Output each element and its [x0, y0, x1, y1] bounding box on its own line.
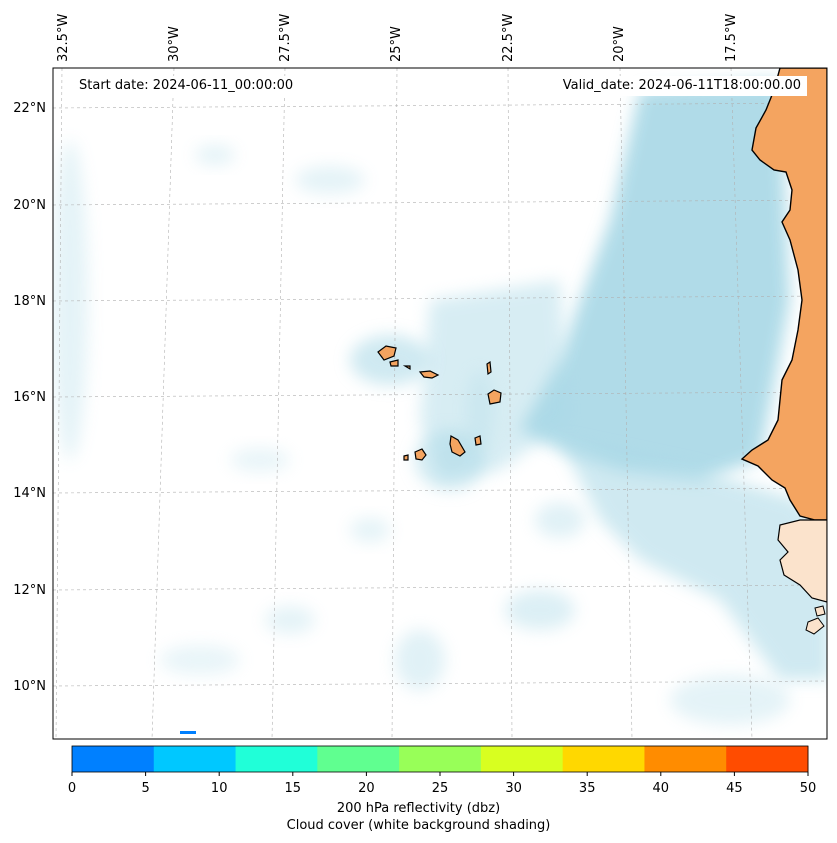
lat-label: 10°N	[13, 679, 46, 694]
longitude-labels: 32.5°W 30°W 27.5°W 25°W 22.5°W 20°W 17.5…	[56, 14, 739, 62]
lon-label: 27.5°W	[278, 14, 293, 62]
lat-label: 20°N	[13, 198, 46, 213]
island-sao-vicente	[389, 359, 399, 367]
lon-label: 32.5°W	[56, 14, 71, 62]
lat-label: 12°N	[13, 583, 46, 598]
colorbar-tick-label: 40	[653, 781, 670, 796]
island-sal	[486, 360, 492, 376]
island-boa-vista	[487, 389, 502, 405]
colorbar-tick-label: 25	[432, 781, 449, 796]
colorbar-tick-label: 30	[505, 781, 522, 796]
lon-label: 25°W	[389, 26, 404, 62]
colorbar-segment	[480, 746, 564, 772]
colorbar-segment	[235, 746, 318, 772]
colorbar-segment	[153, 746, 237, 772]
lon-label: 17.5°W	[724, 14, 739, 62]
colorbar-segment	[644, 746, 727, 772]
lon-label: 22.5°W	[501, 14, 516, 62]
colorbar-tick-label: 5	[141, 781, 149, 796]
island-santiago	[449, 435, 466, 457]
colorbar-segment	[562, 746, 645, 772]
colorbar-tick-label: 50	[800, 781, 817, 796]
island-maio	[474, 435, 482, 446]
colorbar-segment	[72, 746, 155, 772]
africa-coastline	[740, 68, 827, 521]
lat-label: 22°N	[13, 101, 46, 116]
colorbar-tick-label: 20	[358, 781, 375, 796]
cloud-cover-shading	[53, 80, 827, 725]
colorbar-frame	[71, 745, 809, 773]
lon-label: 20°W	[612, 26, 627, 62]
colorbar-segment	[399, 746, 482, 772]
reflectivity-echo	[180, 731, 196, 734]
guinea-bissau-coast	[777, 519, 827, 603]
map-frame	[52, 67, 828, 740]
colorbar-tick-label: 35	[579, 781, 596, 796]
colorbar-segment	[726, 746, 809, 772]
island-brava	[403, 454, 409, 461]
lat-label: 14°N	[13, 486, 46, 501]
island-sao-nicolau	[418, 370, 440, 379]
valid-date-label: Valid_date: 2024-06-11T18:00:00.00	[556, 76, 807, 96]
lon-label: 30°W	[167, 26, 182, 62]
colorbar-tick-label: 15	[285, 781, 302, 796]
colorbar-subtitle: Cloud cover (white background shading)	[286, 818, 551, 833]
island-fogo	[414, 448, 427, 461]
start-date-label: Start date: 2024-06-11_00:00:00	[73, 76, 300, 96]
colorbar-segment	[317, 746, 400, 772]
graticule	[53, 68, 827, 739]
bijagos-islands	[805, 605, 826, 635]
colorbar-title: 200 hPa reflectivity (dbz)	[336, 801, 501, 816]
latitude-labels: 22°N 20°N 18°N 16°N 14°N 12°N 10°N	[13, 101, 46, 694]
lat-label: 16°N	[13, 390, 46, 405]
colorbar-tick-label: 10	[211, 781, 228, 796]
colorbar: 0 5 10 15 20 25 30 35 40 45 50	[68, 746, 816, 796]
colorbar-tick-label: 0	[68, 781, 76, 796]
colorbar-tick-label: 45	[726, 781, 743, 796]
island-santo-antao	[377, 345, 397, 361]
lat-label: 18°N	[13, 294, 46, 309]
cape-verde-islands	[377, 345, 502, 461]
island-santa-luzia	[402, 365, 411, 371]
